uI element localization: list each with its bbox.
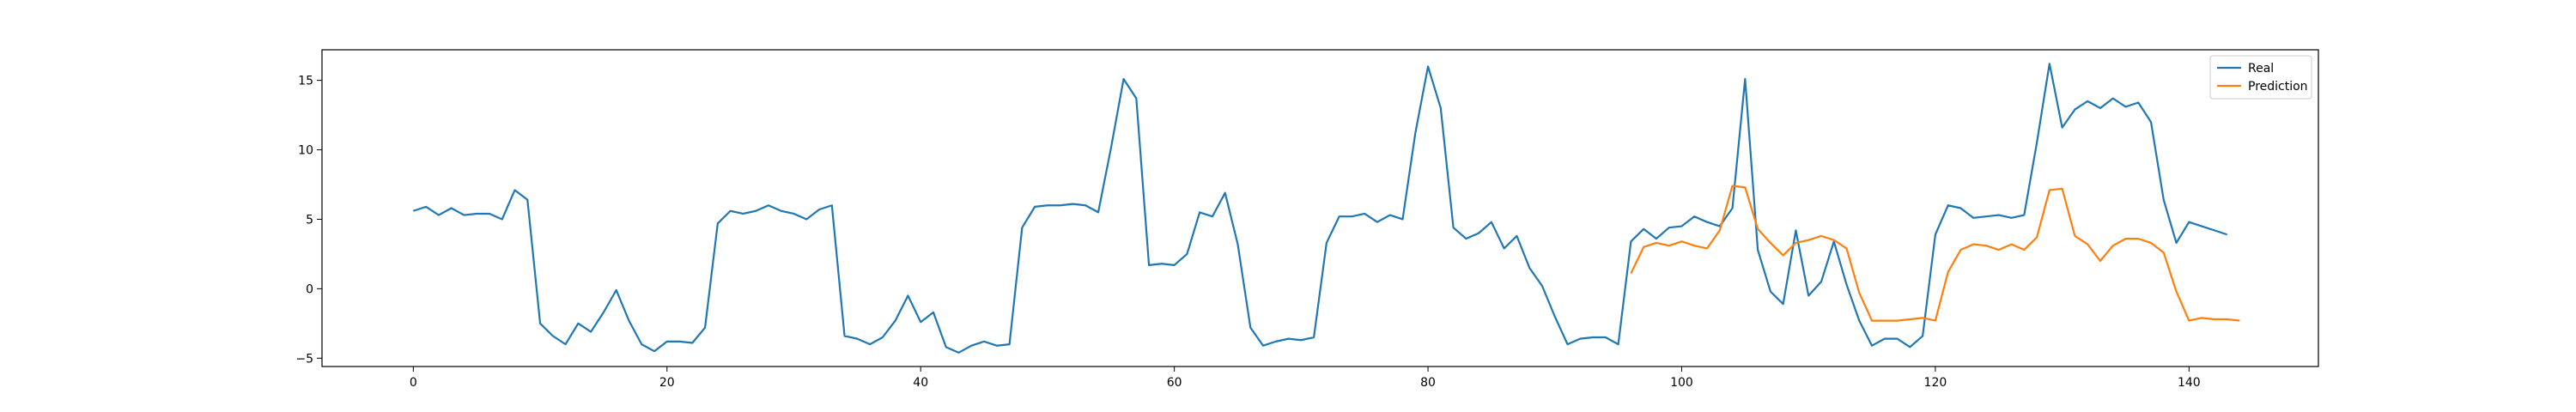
x-tick-label: 100 [1670,376,1693,390]
y-tick-label: 0 [306,282,313,296]
legend: Real Prediction [2209,55,2312,100]
plot-area: 0 20 40 60 80 100 120 140 −5 0 5 10 15 [295,49,2319,390]
legend-label-prediction: Prediction [2248,80,2308,94]
y-tick-label: −5 [295,352,313,366]
y-tick-label: 5 [306,213,313,227]
x-tick-label: 60 [1167,376,1182,390]
axes-frame [321,49,2319,367]
legend-box [2209,55,2312,100]
series-line-prediction [1630,185,2240,322]
legend-label-real: Real [2248,62,2274,76]
x-axis-ticks: 0 20 40 60 80 100 120 140 [410,367,2201,390]
series-layer [413,63,2240,354]
y-tick-label: 10 [298,144,313,158]
x-tick-label: 120 [1924,376,1947,390]
x-tick-label: 140 [2178,376,2201,390]
x-tick-label: 40 [913,376,928,390]
x-tick-label: 0 [410,376,417,390]
x-tick-label: 20 [659,376,675,390]
x-tick-label: 80 [1420,376,1436,390]
y-tick-label: 15 [298,75,313,88]
y-axis-ticks: −5 0 5 10 15 [295,75,322,366]
